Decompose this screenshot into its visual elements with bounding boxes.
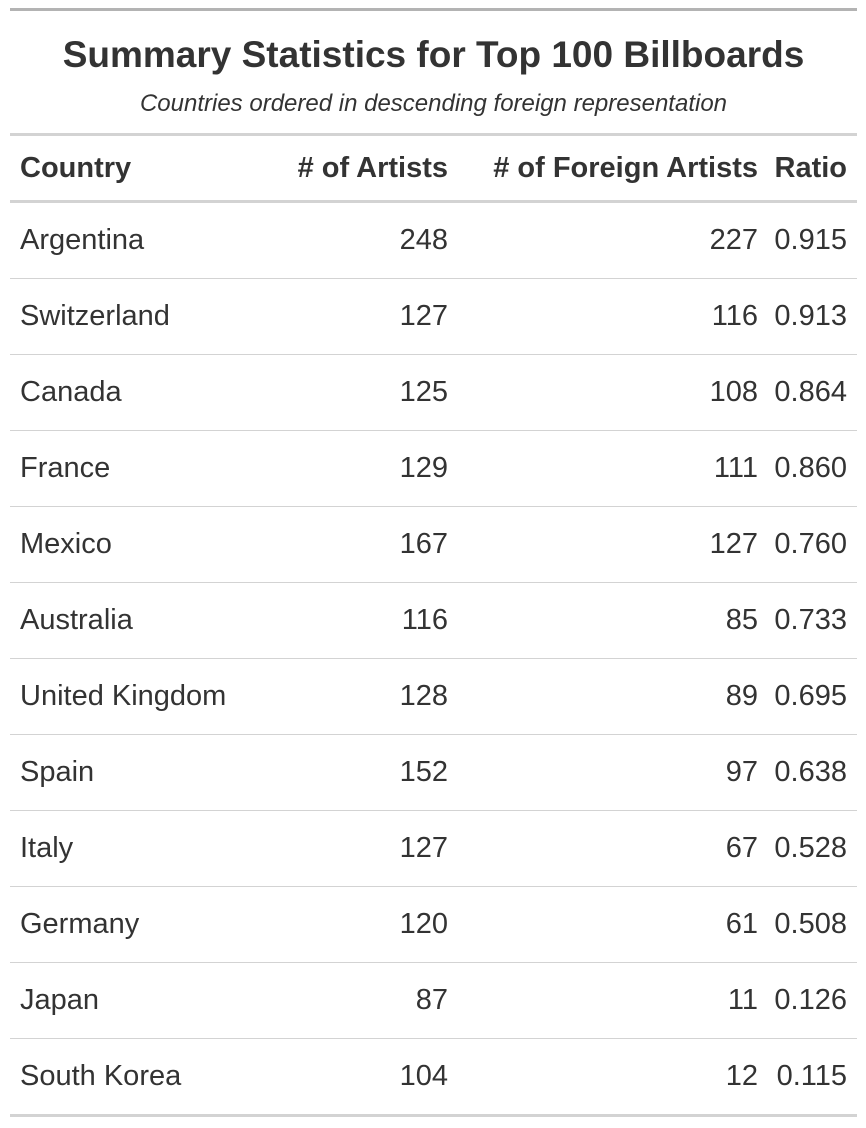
- cell-foreign-artists: 11: [448, 962, 758, 1039]
- cell-country: South Korea: [10, 1038, 270, 1117]
- cell-foreign-artists: 97: [448, 734, 758, 811]
- cell-foreign-artists: 12: [448, 1038, 758, 1117]
- cell-artists: 128: [270, 658, 448, 735]
- table-row: Argentina 248 227 0.915: [10, 201, 857, 279]
- cell-artists: 152: [270, 734, 448, 811]
- cell-ratio: 0.528: [758, 810, 857, 887]
- cell-artists: 167: [270, 506, 448, 583]
- cell-country: France: [10, 430, 270, 507]
- cell-artists: 120: [270, 886, 448, 963]
- cell-foreign-artists: 89: [448, 658, 758, 735]
- header-row: Country # of Artists # of Foreign Artist…: [10, 136, 857, 203]
- cell-foreign-artists: 67: [448, 810, 758, 887]
- cell-foreign-artists: 227: [448, 201, 758, 279]
- column-header-country: Country: [10, 136, 270, 203]
- cell-foreign-artists: 111: [448, 430, 758, 507]
- cell-ratio: 0.115: [758, 1038, 857, 1117]
- cell-artists: 104: [270, 1038, 448, 1117]
- cell-country: Argentina: [10, 201, 270, 279]
- cell-ratio: 0.915: [758, 201, 857, 279]
- cell-foreign-artists: 116: [448, 278, 758, 355]
- cell-foreign-artists: 108: [448, 354, 758, 431]
- cell-country: Australia: [10, 582, 270, 659]
- cell-country: Germany: [10, 886, 270, 963]
- cell-artists: 127: [270, 810, 448, 887]
- cell-artists: 127: [270, 278, 448, 355]
- cell-ratio: 0.760: [758, 506, 857, 583]
- cell-artists: 116: [270, 582, 448, 659]
- cell-country: Switzerland: [10, 278, 270, 355]
- table-row: Switzerland 127 116 0.913: [10, 278, 857, 355]
- cell-country: Spain: [10, 734, 270, 811]
- table-row: Mexico 167 127 0.760: [10, 506, 857, 583]
- cell-ratio: 0.864: [758, 354, 857, 431]
- table-body: Argentina 248 227 0.915 Switzerland 127 116 0.9…: [10, 201, 857, 1117]
- cell-country: Mexico: [10, 506, 270, 583]
- top-rule: [10, 8, 857, 11]
- cell-country: United Kingdom: [10, 658, 270, 735]
- table-title: Summary Statistics for Top 100 Billboard…: [62, 34, 805, 75]
- cell-country: Canada: [10, 354, 270, 431]
- cell-artists: 129: [270, 430, 448, 507]
- table-subtitle: Countries ordered in descending foreign …: [139, 90, 728, 117]
- cell-ratio: 0.913: [758, 278, 857, 355]
- cell-ratio: 0.508: [758, 886, 857, 963]
- column-header-ratio: Ratio: [758, 136, 857, 203]
- cell-foreign-artists: 85: [448, 582, 758, 659]
- cell-country: Italy: [10, 810, 270, 887]
- cell-foreign-artists: 61: [448, 886, 758, 963]
- cell-country: Japan: [10, 962, 270, 1039]
- cell-ratio: 0.860: [758, 430, 857, 507]
- cell-ratio: 0.695: [758, 658, 857, 735]
- column-header-artists: # of Artists: [270, 136, 448, 203]
- table-row: Germany 120 61 0.508: [10, 886, 857, 963]
- table-row: Japan 87 11 0.126: [10, 962, 857, 1039]
- table-row: South Korea 104 12 0.115: [10, 1038, 857, 1117]
- summary-table: Summary Statistics for Top 100 Billboard…: [10, 8, 857, 1117]
- table-row: Spain 152 97 0.638: [10, 734, 857, 811]
- cell-artists: 248: [270, 201, 448, 279]
- cell-artists: 125: [270, 354, 448, 431]
- header-rule: [10, 133, 857, 136]
- table-row: Canada 125 108 0.864: [10, 354, 857, 431]
- table-row: Italy 127 67 0.528: [10, 810, 857, 887]
- data-table: Country # of Artists # of Foreign Artist…: [10, 136, 857, 1117]
- table-row: Australia 116 85 0.733: [10, 582, 857, 659]
- cell-ratio: 0.126: [758, 962, 857, 1039]
- cell-ratio: 0.733: [758, 582, 857, 659]
- cell-foreign-artists: 127: [448, 506, 758, 583]
- table-row: France 129 111 0.860: [10, 430, 857, 507]
- table-row: United Kingdom 128 89 0.695: [10, 658, 857, 735]
- cell-artists: 87: [270, 962, 448, 1039]
- cell-ratio: 0.638: [758, 734, 857, 811]
- column-header-foreign-artists: # of Foreign Artists: [448, 136, 758, 203]
